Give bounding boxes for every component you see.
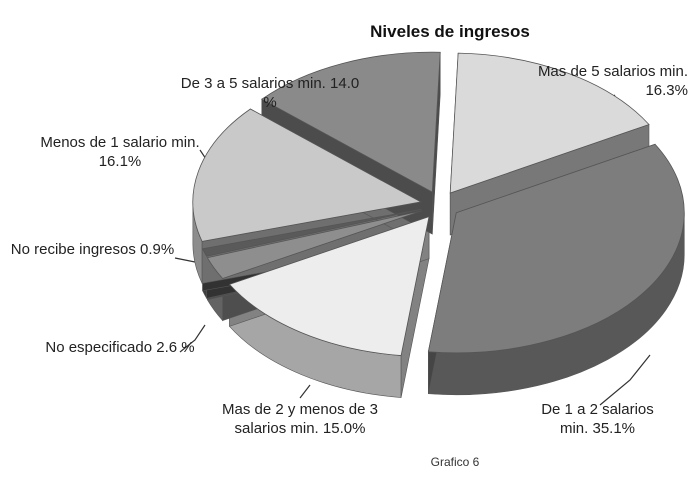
value-label: 15.0%: [322, 420, 366, 437]
slice-label: No especificado 2.6 %: [40, 338, 200, 357]
slice: [427, 143, 685, 354]
leader-line: [174, 257, 196, 263]
slice-tops: [192, 51, 685, 356]
slice-label: De 1 a 2 salarios min. 35.1%: [525, 400, 670, 438]
slice: [449, 52, 650, 194]
slice: [228, 215, 430, 356]
category-label: No recibe ingresos: [10, 241, 136, 258]
category-label: No especificado: [45, 339, 153, 356]
slice-label: Menos de 1 salario min. 16.1%: [30, 133, 210, 171]
value-label: 16.1%: [98, 153, 142, 170]
chart-title: Niveles de ingresos: [370, 22, 530, 41]
slice-label: De 3 a 5 salarios min. 14.0 %: [180, 74, 360, 112]
slice: [202, 208, 422, 257]
value-label: 0.9%: [140, 241, 175, 258]
caption: Grafico 6: [430, 455, 480, 469]
value-label: 14.0 %: [263, 75, 360, 111]
category-label: De 1 a 2 salarios min.: [541, 401, 654, 437]
category-label: Mas de 5 salarios min.: [537, 63, 688, 80]
leader-line: [299, 384, 311, 399]
slice-label: Mas de 5 salarios min. 16.3%: [520, 62, 688, 100]
value-label: 16.3%: [645, 82, 688, 99]
leader-line: [599, 354, 651, 406]
slice-label: Mas de 2 y menos de 3 salarios min. 15.0…: [195, 400, 405, 438]
slice: [261, 51, 441, 193]
slice-label: No recibe ingresos 0.9%: [0, 240, 185, 259]
slice: [206, 210, 423, 280]
value-label: 35.1%: [592, 420, 636, 437]
category-label: De 3 a 5 salarios min.: [180, 75, 326, 92]
category-label: Mas de 2 y menos de 3 salarios min.: [222, 401, 378, 437]
category-label: Menos de 1 salario min.: [40, 134, 200, 151]
slice: [192, 108, 423, 242]
leader-line: [179, 324, 206, 353]
value-label: 2.6 %: [156, 339, 195, 356]
